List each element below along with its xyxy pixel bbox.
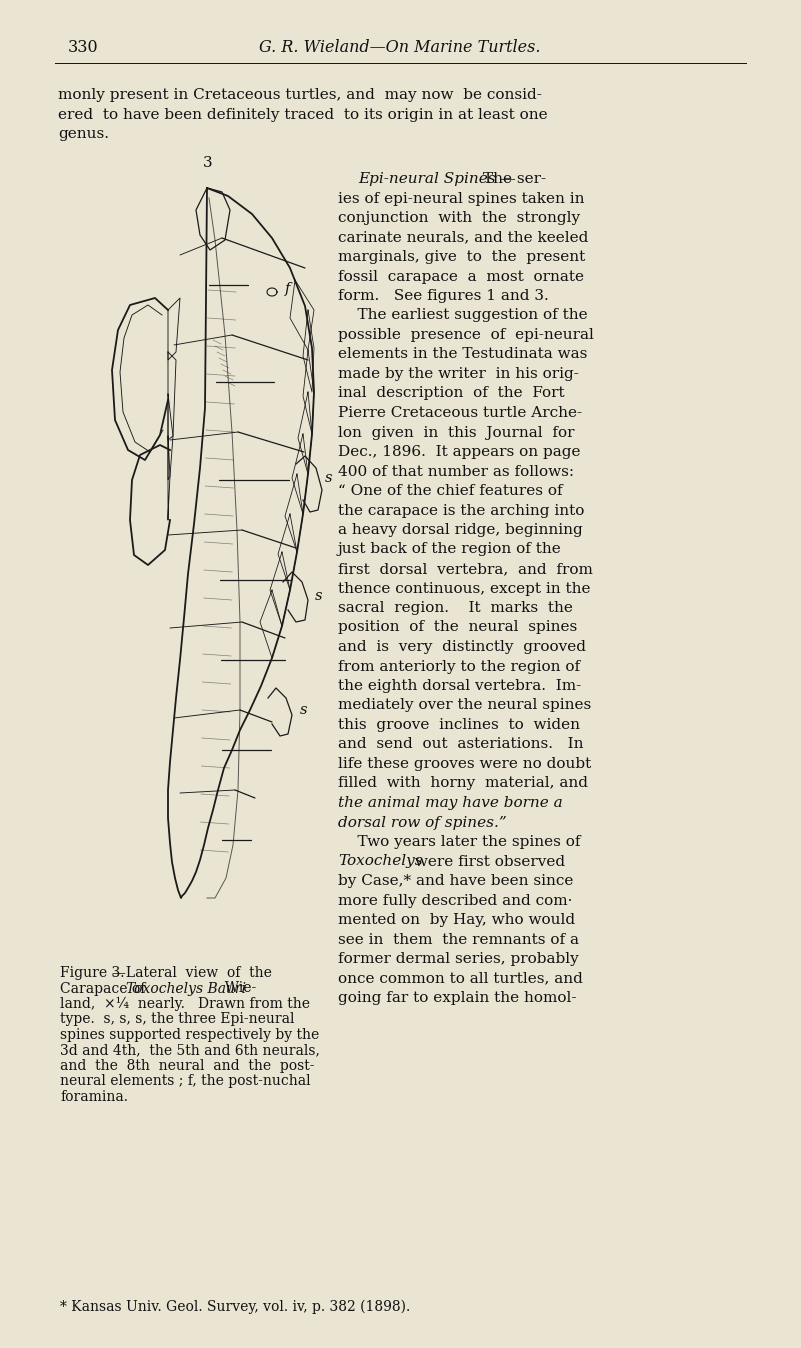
Text: made by the writer  in his orig-: made by the writer in his orig- [338,367,579,381]
Text: inal  description  of  the  Fort: inal description of the Fort [338,387,565,400]
Text: monly present in Cretaceous turtles, and  may now  be consid-: monly present in Cretaceous turtles, and… [58,88,541,102]
Text: ered  to have been definitely traced  to its origin in at least one: ered to have been definitely traced to i… [58,108,548,121]
Text: possible  presence  of  epi-neural: possible presence of epi-neural [338,328,594,342]
Text: Epi-neural Spines —: Epi-neural Spines — [358,173,516,186]
Text: s: s [300,704,308,717]
Text: marginals, give  to  the  present: marginals, give to the present [338,249,586,264]
Text: thence continuous, except in the: thence continuous, except in the [338,581,590,596]
Text: “ One of the chief features of: “ One of the chief features of [338,484,562,497]
Text: mediately over the neural spines: mediately over the neural spines [338,698,591,713]
Text: once common to all turtles, and: once common to all turtles, and [338,972,583,985]
Text: land,  ×¼  nearly.   Drawn from the: land, ×¼ nearly. Drawn from the [60,998,310,1011]
Text: and  send  out  asteriations.   In: and send out asteriations. In [338,737,583,751]
Text: s: s [315,589,323,603]
Text: 3d and 4th,  the 5th and 6th neurals,: 3d and 4th, the 5th and 6th neurals, [60,1043,320,1057]
Text: fossil  carapace  a  most  ornate: fossil carapace a most ornate [338,270,584,283]
Text: * Kansas Univ. Geol. Survey, vol. iv, p. 382 (1898).: * Kansas Univ. Geol. Survey, vol. iv, p.… [60,1299,410,1314]
Text: by Case,* and have been since: by Case,* and have been since [338,874,574,888]
Text: lon  given  in  this  Journal  for: lon given in this Journal for [338,426,574,439]
Text: elements in the Testudinata was: elements in the Testudinata was [338,348,587,361]
Text: Pierre Cretaceous turtle Arche-: Pierre Cretaceous turtle Arche- [338,406,582,421]
Text: see in  them  the remnants of a: see in them the remnants of a [338,933,579,946]
Text: carinate neurals, and the keeled: carinate neurals, and the keeled [338,231,589,244]
Text: mented on  by Hay, who would: mented on by Hay, who would [338,913,575,927]
Text: 3: 3 [203,156,213,170]
Text: s: s [325,470,332,485]
Text: Figure 3.: Figure 3. [60,967,124,980]
Text: Toxochelys: Toxochelys [338,855,423,868]
Text: The earliest suggestion of the: The earliest suggestion of the [338,309,588,322]
Text: position  of  the  neural  spines: position of the neural spines [338,620,578,635]
Text: conjunction  with  the  strongly: conjunction with the strongly [338,212,580,225]
Text: filled  with  horny  material, and: filled with horny material, and [338,776,588,790]
Text: the carapace is the arching into: the carapace is the arching into [338,504,585,518]
Text: Dec., 1896.  It appears on page: Dec., 1896. It appears on page [338,445,581,460]
Text: foramina.: foramina. [60,1091,128,1104]
Text: sacral  region.    It  marks  the: sacral region. It marks the [338,601,573,615]
Text: a heavy dorsal ridge, beginning: a heavy dorsal ridge, beginning [338,523,583,537]
Text: form.   See figures 1 and 3.: form. See figures 1 and 3. [338,288,549,303]
Text: life these grooves were no doubt: life these grooves were no doubt [338,758,591,771]
Text: Wie-: Wie- [216,981,256,996]
Text: this  groove  inclines  to  widen: this groove inclines to widen [338,718,580,732]
Text: The ser-: The ser- [483,173,546,186]
Text: were first observed: were first observed [410,855,566,868]
Text: from anteriorly to the region of: from anteriorly to the region of [338,659,580,674]
Text: Toxochelys Bauri: Toxochelys Bauri [126,981,246,996]
Text: spines supported respectively by the: spines supported respectively by the [60,1029,320,1042]
Text: neural elements ; f, the post-nuchal: neural elements ; f, the post-nuchal [60,1074,311,1088]
Text: dorsal row of spines.”: dorsal row of spines.” [338,816,506,829]
Text: ies of epi-neural spines taken in: ies of epi-neural spines taken in [338,191,585,205]
Text: —Lateral  view  of  the: —Lateral view of the [112,967,272,980]
Text: going far to explain the homol-: going far to explain the homol- [338,991,577,1006]
Text: and  the  8th  neural  and  the  post-: and the 8th neural and the post- [60,1060,315,1073]
Text: the animal may have borne a: the animal may have borne a [338,797,563,810]
Text: just back of the region of the: just back of the region of the [338,542,562,557]
Text: G. R. Wieland—On Marine Turtles.: G. R. Wieland—On Marine Turtles. [260,39,541,57]
Text: genus.: genus. [58,127,109,142]
Text: more fully described and com·: more fully described and com· [338,894,573,907]
Text: and  is  very  distinctly  grooved: and is very distinctly grooved [338,640,586,654]
Text: Carapace of: Carapace of [60,981,150,996]
Text: 330: 330 [68,39,99,57]
Text: first  dorsal  vertebra,  and  from: first dorsal vertebra, and from [338,562,593,576]
Text: Two years later the spines of: Two years later the spines of [338,834,581,849]
Text: the eighth dorsal vertebra.  Im-: the eighth dorsal vertebra. Im- [338,679,582,693]
Text: former dermal series, probably: former dermal series, probably [338,952,579,967]
Text: f: f [285,282,291,297]
Text: 400 of that number as follows:: 400 of that number as follows: [338,465,574,479]
Text: type.  s, s, s, the three Epi-neural: type. s, s, s, the three Epi-neural [60,1012,295,1026]
